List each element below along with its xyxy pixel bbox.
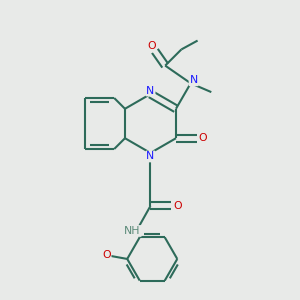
Text: O: O <box>199 133 207 143</box>
Text: N: N <box>146 85 154 95</box>
Text: N: N <box>190 75 198 85</box>
Text: O: O <box>173 201 182 211</box>
Text: N: N <box>146 152 154 161</box>
Text: O: O <box>102 250 111 260</box>
Text: NH: NH <box>124 226 141 236</box>
Text: O: O <box>147 41 156 52</box>
